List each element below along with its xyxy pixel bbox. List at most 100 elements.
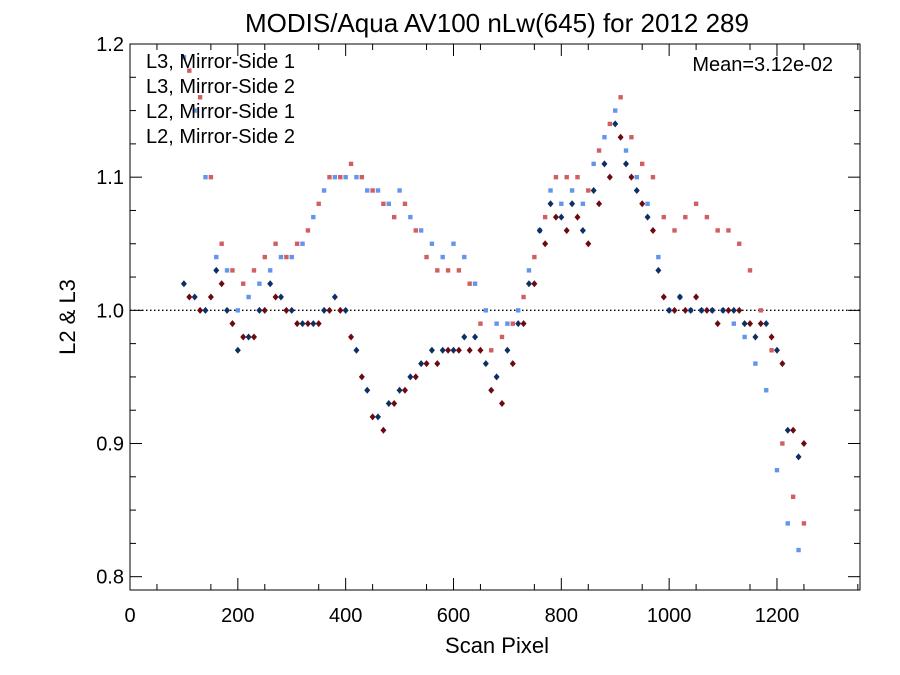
data-point	[698, 306, 705, 314]
data-point	[396, 386, 403, 394]
data-point	[559, 201, 564, 207]
data-point	[418, 360, 425, 368]
data-point	[575, 174, 580, 180]
data-point	[408, 214, 413, 220]
mean-annotation: Mean=3.12e-02	[692, 54, 833, 76]
data-point	[251, 333, 258, 341]
data-point	[315, 320, 322, 328]
data-point	[337, 306, 344, 314]
data-point	[435, 268, 440, 273]
data-point	[623, 148, 629, 153]
data-point	[466, 346, 473, 354]
data-point	[714, 320, 721, 328]
data-point	[207, 293, 214, 301]
data-point	[326, 306, 333, 314]
data-point	[386, 201, 391, 207]
data-point	[375, 188, 381, 193]
data-point	[704, 214, 710, 220]
data-point	[456, 268, 462, 273]
data-point	[224, 306, 231, 314]
data-point	[397, 188, 402, 193]
data-point	[730, 306, 737, 314]
data-point	[649, 226, 656, 234]
data-point	[800, 440, 807, 448]
data-point	[332, 174, 338, 180]
data-point	[639, 200, 646, 208]
data-point	[321, 188, 327, 193]
data-point	[267, 280, 274, 288]
data-point	[757, 320, 764, 328]
data-point	[499, 400, 506, 408]
plot-frame	[129, 43, 861, 591]
data-point	[580, 201, 586, 207]
y-tick-label: 1.0	[96, 300, 124, 322]
data-point	[655, 266, 662, 274]
data-point	[321, 306, 328, 314]
data-point	[342, 306, 349, 314]
data-point	[261, 306, 268, 314]
data-point	[613, 108, 618, 113]
data-point	[796, 547, 801, 553]
data-point	[515, 308, 521, 313]
data-point	[462, 254, 467, 260]
data-point	[795, 453, 802, 461]
data-point	[715, 228, 720, 233]
data-point	[277, 293, 284, 301]
data-point	[445, 268, 451, 273]
data-point	[477, 346, 484, 354]
data-point	[202, 306, 209, 314]
data-point	[504, 346, 511, 354]
data-point	[218, 280, 225, 288]
data-point	[726, 228, 731, 233]
x-tick-label: 800	[545, 605, 578, 627]
data-point	[644, 213, 651, 221]
data-point	[660, 293, 667, 301]
data-point	[365, 188, 370, 193]
data-point	[235, 308, 241, 313]
data-point	[348, 333, 355, 341]
data-point	[192, 108, 197, 113]
data-point	[283, 306, 290, 314]
data-point	[542, 240, 549, 248]
x-tick-label: 400	[329, 605, 362, 627]
data-point	[585, 240, 592, 248]
data-point	[493, 373, 500, 381]
data-point	[181, 55, 187, 60]
data-point	[240, 333, 247, 341]
data-point	[586, 188, 591, 193]
data-point	[779, 360, 786, 368]
data-point	[428, 346, 435, 354]
data-point	[229, 320, 236, 328]
data-point	[758, 308, 763, 313]
data-point	[407, 373, 414, 381]
data-point	[574, 213, 581, 221]
data-point	[780, 441, 785, 446]
data-point	[246, 294, 251, 300]
data-point	[241, 281, 246, 286]
data-point	[656, 254, 661, 260]
data-point	[676, 293, 683, 301]
data-point	[768, 333, 775, 341]
data-point	[590, 186, 597, 194]
data-point	[703, 306, 710, 314]
data-point	[747, 320, 754, 328]
data-point	[273, 241, 278, 246]
data-point	[606, 173, 613, 181]
data-point	[429, 241, 435, 246]
data-point	[682, 306, 689, 314]
data-point	[520, 320, 527, 328]
data-point	[601, 160, 608, 168]
data-point	[369, 413, 376, 421]
series-l3-mirror-side-2	[186, 133, 807, 448]
data-points-layer	[180, 55, 807, 553]
data-point	[478, 321, 483, 326]
data-point	[709, 306, 716, 314]
data-point	[375, 413, 382, 421]
data-point	[525, 280, 532, 288]
legend-entry: L3, Mirror-Side 2	[146, 76, 295, 98]
data-point	[753, 361, 758, 366]
x-tick-label: 200	[221, 605, 254, 627]
data-point	[774, 467, 780, 473]
data-point	[364, 386, 371, 394]
data-point	[569, 188, 575, 193]
